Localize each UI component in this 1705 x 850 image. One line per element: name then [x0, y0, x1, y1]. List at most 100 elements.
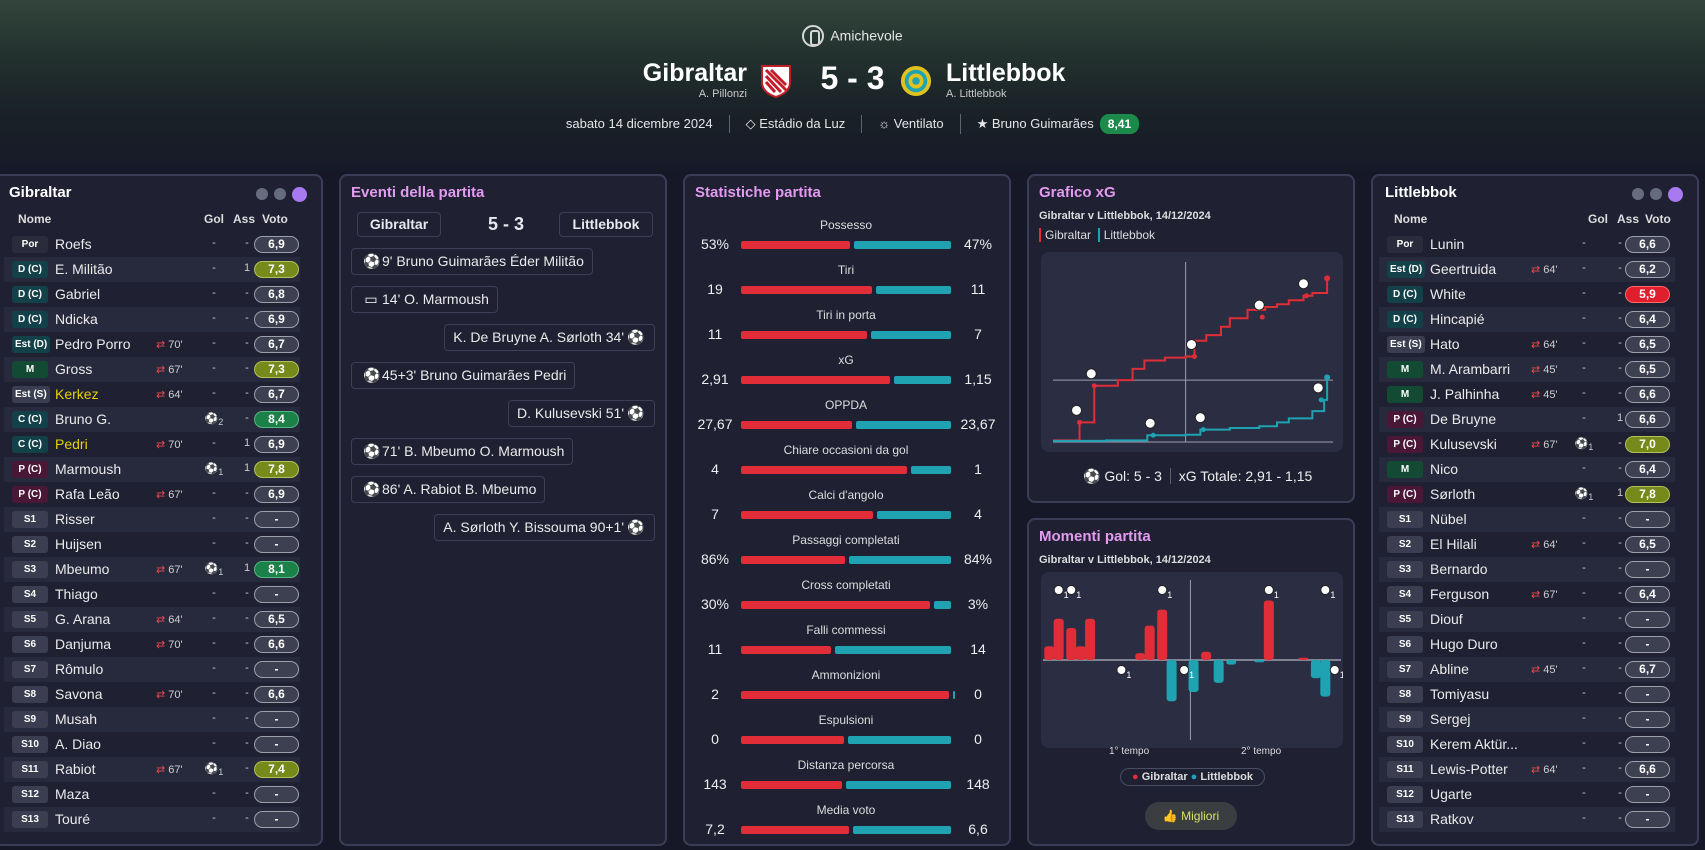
player-name[interactable]: Huijsen	[55, 536, 102, 552]
player-name[interactable]: Nico	[1430, 461, 1459, 477]
player-name[interactable]: Roefs	[55, 236, 92, 252]
player-row[interactable]: Por Lunin - -6,6	[1379, 232, 1675, 257]
player-name[interactable]: Bruno G.	[55, 411, 112, 427]
col-rating[interactable]: Voto	[262, 212, 288, 226]
player-row[interactable]: S4 Ferguson ⇄ 67' - -6,4	[1379, 582, 1675, 607]
view-dot[interactable]	[256, 188, 268, 200]
player-row[interactable]: S2 El Hilali ⇄ 64' - -6,5	[1379, 532, 1675, 557]
player-row[interactable]: S13 Ratkov - - -	[1379, 807, 1675, 832]
player-row[interactable]: S13 Touré - - -	[4, 807, 300, 832]
player-row[interactable]: S2 Huijsen - - -	[4, 532, 300, 557]
away-team-name[interactable]: Littlebbok	[946, 59, 1066, 87]
player-name[interactable]: Kerem Aktür...	[1430, 736, 1518, 752]
player-name[interactable]: Sørloth	[1430, 486, 1476, 502]
player-name[interactable]: Hincapié	[1430, 311, 1485, 327]
view-dot[interactable]	[1650, 188, 1662, 200]
player-row[interactable]: S8 Savona ⇄ 70' - -6,6	[4, 682, 300, 707]
player-name[interactable]: Pedro Porro	[55, 336, 131, 352]
col-rating[interactable]: Voto	[1645, 212, 1671, 226]
player-row[interactable]: S6 Danjuma ⇄ 70' - -6,6	[4, 632, 300, 657]
player-name[interactable]: Ferguson	[1430, 586, 1490, 602]
player-name[interactable]: Maza	[55, 786, 90, 802]
player-row[interactable]: S3 Mbeumo ⇄ 67' ⚽1 1 8,1	[4, 557, 300, 582]
player-name[interactable]: Gabriel	[55, 286, 101, 302]
player-row[interactable]: C (C) Bruno G. ⚽2 -8,4	[4, 407, 300, 432]
player-name[interactable]: A. Diao	[55, 736, 101, 752]
player-row[interactable]: D (C) E. Militão - 1 7,3	[4, 257, 300, 282]
player-row[interactable]: S7 Abline ⇄ 45' - -6,7	[1379, 657, 1675, 682]
player-row[interactable]: S4 Thiago - - -	[4, 582, 300, 607]
event-item[interactable]: A. Sørloth Y. Bissouma 90+1' ⚽	[434, 514, 655, 541]
player-row[interactable]: S1 Nübel - - -	[1379, 507, 1675, 532]
event-item[interactable]: ⚽ 71' B. Mbeumo O. Marmoush	[351, 438, 574, 465]
player-name[interactable]: Bernardo	[1430, 561, 1488, 577]
player-row[interactable]: S3 Bernardo - - -	[1379, 557, 1675, 582]
player-row[interactable]: S8 Tomiyasu - - -	[1379, 682, 1675, 707]
player-row[interactable]: Est (S) Hato ⇄ 64' - -6,5	[1379, 332, 1675, 357]
player-name[interactable]: E. Militão	[55, 261, 113, 277]
player-name[interactable]: G. Arana	[55, 611, 111, 627]
away-team-block[interactable]: Littlebbok A. Littlebbok	[946, 58, 1065, 100]
col-assists[interactable]: Ass	[233, 212, 256, 226]
player-row[interactable]: S7 Rômulo - - -	[4, 657, 300, 682]
player-row[interactable]: S6 Hugo Duro - - -	[1379, 632, 1675, 657]
player-row[interactable]: S5 G. Arana ⇄ 64' - -6,5	[4, 607, 300, 632]
event-item[interactable]: ⚽ 9' Bruno Guimarães Éder Militão	[351, 248, 593, 275]
player-row[interactable]: S12 Maza - - -	[4, 782, 300, 807]
home-team-name[interactable]: Gibraltar	[642, 59, 747, 87]
player-name[interactable]: Kerkez	[55, 386, 99, 402]
view-dot-active[interactable]	[292, 187, 307, 202]
player-name[interactable]: Risser	[55, 511, 95, 527]
player-name[interactable]: Diouf	[1430, 611, 1463, 627]
player-row[interactable]: Por Roefs - -6,9	[4, 232, 300, 257]
player-row[interactable]: S9 Sergej - - -	[1379, 707, 1675, 732]
player-name[interactable]: Hugo Duro	[1430, 636, 1498, 652]
player-name[interactable]: De Bruyne	[1430, 411, 1497, 427]
player-row[interactable]: M J. Palhinha ⇄ 45' - -6,6	[1379, 382, 1675, 407]
col-name[interactable]: Nome	[18, 212, 52, 226]
player-row[interactable]: D (C) Gabriel - -6,8	[4, 282, 300, 307]
player-row[interactable]: P (C) Marmoush ⚽1 1 7,8	[4, 457, 300, 482]
best-button[interactable]: 👍 Migliori	[1145, 802, 1237, 830]
home-team-block[interactable]: Gibraltar A. Pillonzi	[643, 58, 747, 100]
view-dot-active[interactable]	[1668, 187, 1683, 202]
player-name[interactable]: Gross	[55, 361, 93, 377]
events-away-team[interactable]: Littlebbok	[559, 212, 653, 237]
player-name[interactable]: Lunin	[1430, 236, 1465, 252]
player-name[interactable]: Abline	[1430, 661, 1469, 677]
event-item[interactable]: D. Kulusevski 51' ⚽	[508, 400, 655, 427]
player-name[interactable]: Nübel	[1430, 511, 1467, 527]
player-name[interactable]: Ratkov	[1430, 811, 1474, 827]
away-crest-icon[interactable]	[900, 64, 932, 98]
player-name[interactable]: Geertruida	[1430, 261, 1497, 277]
player-row[interactable]: P (C) Kulusevski ⇄ 67' ⚽1 -7,0	[1379, 432, 1675, 457]
player-row[interactable]: M M. Arambarri ⇄ 45' - -6,5	[1379, 357, 1675, 382]
event-item[interactable]: ⚽ 45+3' Bruno Guimarães Pedri	[351, 362, 576, 389]
player-name[interactable]: Tomiyasu	[1430, 686, 1490, 702]
event-item[interactable]: ▭ 14' O. Marmoush	[351, 286, 498, 313]
player-name[interactable]: Hato	[1430, 336, 1460, 352]
player-name[interactable]: Rabiot	[55, 761, 96, 777]
player-name[interactable]: Kulusevski	[1430, 436, 1497, 452]
player-name[interactable]: Touré	[55, 811, 91, 827]
player-name[interactable]: Ugarte	[1430, 786, 1473, 802]
player-name[interactable]: Rômulo	[55, 661, 104, 677]
player-row[interactable]: P (C) Rafa Leão ⇄ 67' - -6,9	[4, 482, 300, 507]
home-crest-icon[interactable]	[760, 64, 792, 98]
player-row[interactable]: S12 Ugarte - - -	[1379, 782, 1675, 807]
panel-view-switcher[interactable]	[1626, 187, 1683, 205]
player-name[interactable]: Savona	[55, 686, 103, 702]
player-name[interactable]: Thiago	[55, 586, 98, 602]
xg-chart[interactable]	[1041, 252, 1343, 452]
player-name[interactable]: El Hilali	[1430, 536, 1477, 552]
player-name[interactable]: Danjuma	[55, 636, 112, 652]
player-row[interactable]: Est (S) Kerkez ⇄ 64' - -6,7	[4, 382, 300, 407]
player-row[interactable]: Est (D) Geertruida ⇄ 64' - -6,2	[1379, 257, 1675, 282]
player-name[interactable]: Pedri	[55, 436, 88, 452]
player-name[interactable]: J. Palhinha	[1430, 386, 1500, 402]
player-row[interactable]: S11 Rabiot ⇄ 67' ⚽1 -7,4	[4, 757, 300, 782]
player-name[interactable]: Sergej	[1430, 711, 1471, 727]
player-name[interactable]: Ndicka	[55, 311, 98, 327]
event-item[interactable]: ⚽ 86' A. Rabiot B. Mbeumo	[351, 476, 546, 503]
